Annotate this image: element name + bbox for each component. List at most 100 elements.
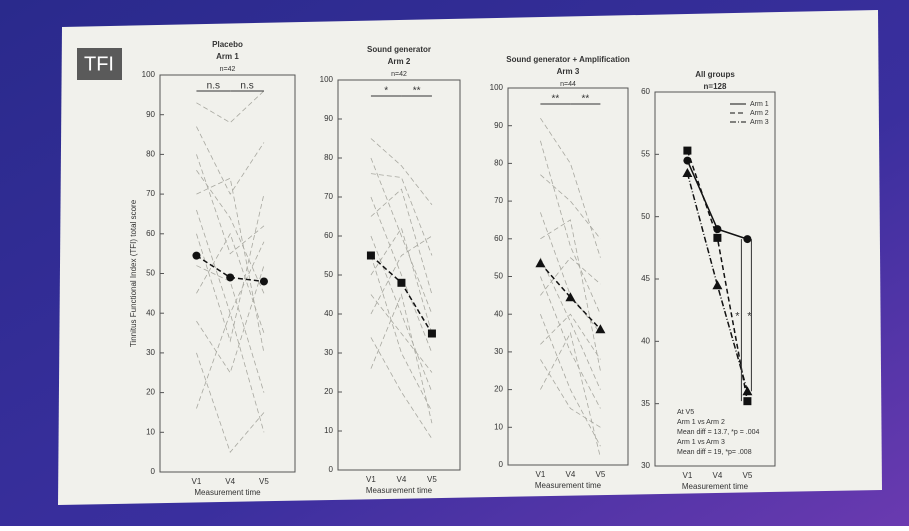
y-tick-label: 20 (324, 387, 333, 396)
chart-subtitle: Arm 3 (557, 67, 580, 76)
mean-marker (259, 277, 268, 286)
legend-label: Arm 2 (750, 110, 769, 117)
chart-title: All groups (695, 70, 735, 79)
mean-marker (742, 386, 753, 396)
chart-subtitle: Arm 1 (216, 52, 239, 61)
individual-line (540, 276, 601, 409)
mean-marker (397, 278, 406, 287)
chart-subtitle: n=128 (704, 82, 727, 91)
y-tick-label: 55 (641, 149, 650, 158)
legend-label: Arm 1 (750, 101, 769, 108)
y-tick-label: 0 (151, 467, 156, 476)
y-tick-label: 30 (146, 348, 155, 357)
individual-line (370, 227, 433, 334)
annotation: * (747, 310, 752, 322)
annotation: ** (552, 94, 560, 105)
x-axis-label: Measurement time (535, 481, 602, 490)
mean-marker (565, 292, 576, 302)
y-tick-label: 45 (641, 274, 650, 283)
mean-marker (226, 273, 235, 282)
y-tick-label: 35 (641, 399, 650, 408)
y-tick-label: 60 (494, 234, 503, 243)
mean-marker (595, 324, 606, 334)
x-tick-label: V1 (192, 477, 202, 486)
individual-line (370, 293, 433, 424)
logo: TFI (84, 53, 114, 75)
mean-marker (743, 397, 752, 406)
mean-line (539, 262, 601, 330)
slide (58, 10, 882, 505)
y-tick-label: 90 (324, 114, 333, 123)
individual-line (370, 138, 433, 206)
x-axis-label: Measurement time (366, 486, 433, 495)
y-tick-label: 60 (324, 231, 333, 240)
individual-line (370, 235, 433, 393)
x-tick-label: V5 (743, 471, 753, 480)
individual-line (540, 313, 601, 360)
chart-title: Placebo (212, 40, 243, 49)
annotation-text: Arm 1 vs Arm 3 (677, 439, 725, 446)
individual-line (196, 209, 265, 315)
x-tick-label: V5 (427, 475, 437, 484)
y-tick-label: 40 (494, 309, 503, 318)
individual-line (540, 219, 601, 371)
y-tick-label: 50 (641, 212, 650, 221)
y-tick-label: 30 (494, 347, 503, 356)
mean-marker (713, 233, 722, 242)
legend-label: Arm 3 (750, 119, 769, 126)
individual-line (370, 173, 433, 256)
y-tick-label: 50 (494, 272, 503, 281)
individual-line (196, 170, 265, 294)
x-tick-label: V1 (536, 470, 546, 479)
mean-marker (712, 280, 723, 290)
y-tick-label: 40 (324, 309, 333, 318)
y-tick-label: 70 (494, 196, 503, 205)
individual-line (540, 314, 601, 447)
individual-line (540, 140, 601, 315)
annotation: n.s (207, 81, 220, 92)
x-axis-label: Measurement time (682, 482, 749, 491)
annotation: ** (413, 86, 421, 97)
x-tick-label: V4 (225, 477, 235, 486)
mean-marker (427, 329, 436, 338)
individual-line (370, 255, 433, 412)
individual-line (196, 265, 265, 393)
mean-marker (366, 251, 375, 260)
annotation-text: At V5 (677, 409, 694, 416)
y-axis-label: Tinnitus Functional Index (TFI) total sc… (129, 199, 138, 347)
y-tick-label: 10 (324, 426, 333, 435)
individual-line (540, 257, 601, 390)
y-tick-label: 40 (146, 308, 155, 317)
y-tick-label: 0 (329, 465, 334, 474)
individual-line (370, 235, 433, 315)
chart-title: Sound generator + Amplification (506, 55, 630, 64)
y-tick-label: 10 (494, 422, 503, 431)
individual-line (196, 352, 265, 453)
individual-line (370, 337, 433, 440)
individual-line (196, 311, 265, 433)
y-tick-label: 80 (324, 153, 333, 162)
y-tick-label: 20 (146, 388, 155, 397)
individual-line (540, 331, 601, 458)
y-tick-label: 60 (641, 87, 650, 96)
x-tick-label: V4 (713, 471, 723, 480)
individual-line (370, 294, 433, 373)
individual-line (370, 157, 433, 315)
logo-box (77, 48, 122, 80)
individual-line (540, 359, 601, 428)
individual-line (370, 188, 433, 295)
mean-marker (713, 225, 722, 234)
y-tick-label: 30 (641, 461, 650, 470)
annotation-text: Mean diff = 13.7, *p = .004 (677, 429, 759, 436)
x-tick-label: V4 (397, 475, 407, 484)
y-tick-label: 60 (146, 229, 155, 238)
y-tick-label: 40 (641, 336, 650, 345)
annotation-text: Arm 1 vs Arm 2 (677, 419, 725, 426)
y-tick-label: 80 (146, 150, 155, 159)
individual-line (196, 265, 265, 374)
y-tick-label: 90 (494, 121, 503, 130)
annotation: n.s (240, 81, 253, 92)
y-tick-label: 100 (320, 75, 334, 84)
y-tick-label: 50 (146, 269, 155, 278)
y-tick-label: 80 (494, 159, 503, 168)
